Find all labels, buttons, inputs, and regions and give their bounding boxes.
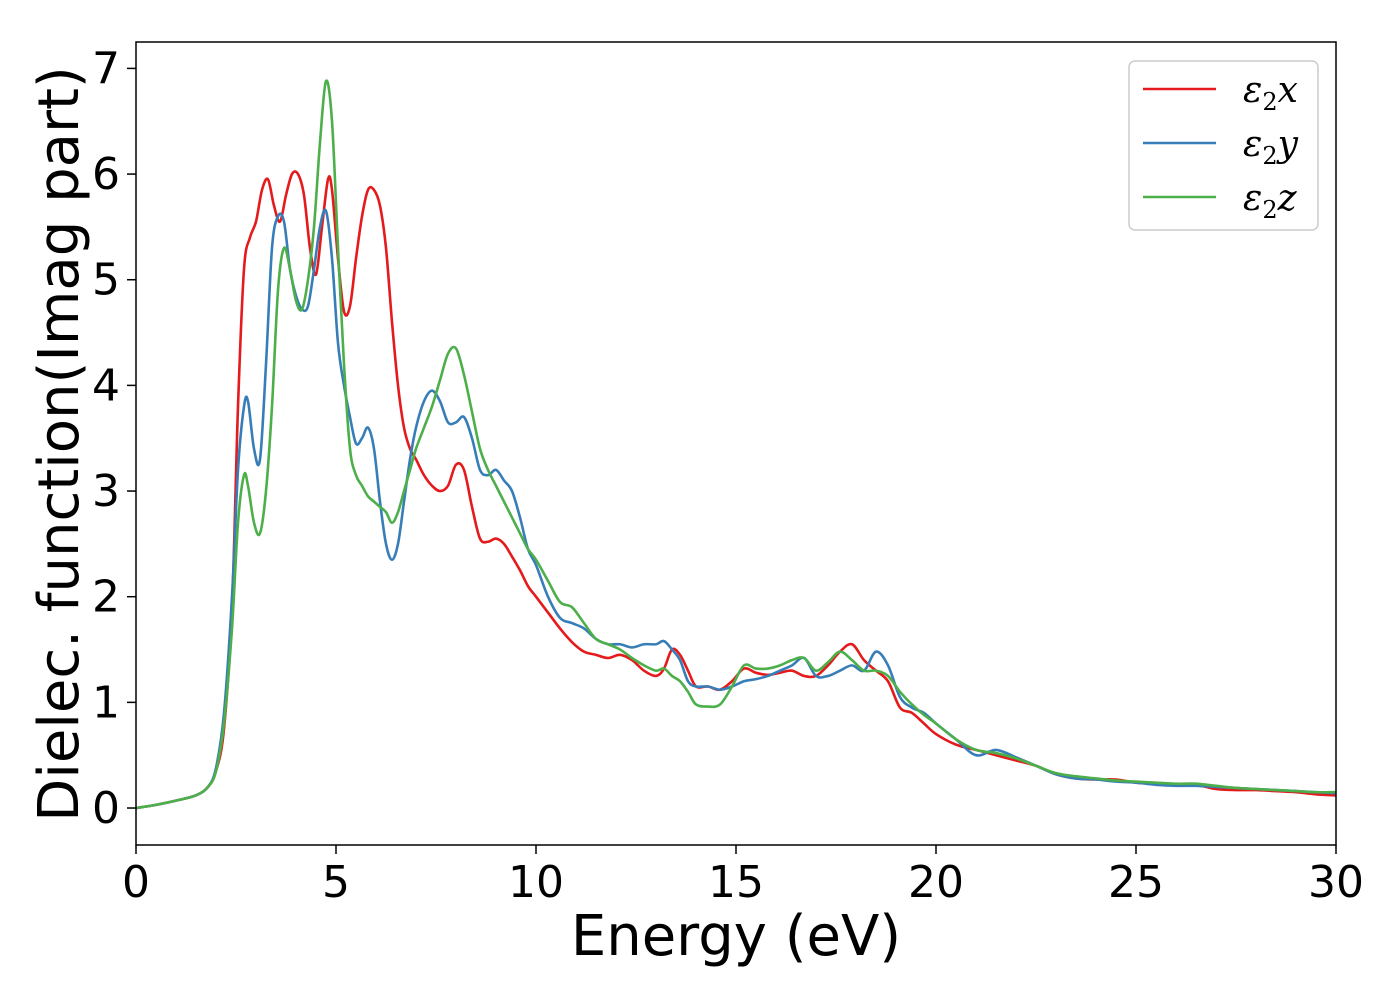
legend-label: ε2y	[1243, 124, 1299, 170]
x-tick-label: 10	[508, 857, 564, 908]
x-tick-label: 25	[1108, 857, 1164, 908]
y-tick-label: 5	[92, 255, 120, 306]
x-tick-label: 20	[908, 857, 964, 908]
legend-label: ε2x	[1243, 70, 1298, 116]
legend: ε2x ε2y ε2z	[1128, 60, 1319, 231]
x-tick-label: 0	[122, 857, 150, 908]
series-line-eps2z	[136, 79, 1336, 810]
y-axis-label: Dielec. function(Imag part)	[27, 66, 92, 822]
x-tick-label: 15	[708, 857, 764, 908]
y-tick-label: 3	[92, 466, 120, 517]
y-tick-label: 4	[92, 360, 120, 411]
series-line-eps2y	[136, 208, 1336, 810]
plot-frame	[135, 41, 1337, 846]
y-tick-label: 1	[92, 677, 120, 728]
ticks-layer: 0 5 10 15 20 25 30 0 1 2 3 4 5 6 7	[92, 43, 1364, 908]
x-axis-label: Energy (eV)	[571, 904, 901, 969]
y-tick-label: 0	[92, 783, 120, 834]
y-tick-label: 2	[92, 572, 120, 623]
x-tick-label: 5	[322, 857, 350, 908]
series-line-eps2x	[136, 170, 1336, 810]
series-layer	[136, 79, 1336, 810]
legend-label: ε2z	[1243, 178, 1298, 224]
legend-box	[1128, 60, 1319, 231]
y-tick-label: 6	[92, 149, 120, 200]
x-tick-label: 30	[1308, 857, 1364, 908]
legend-entries: ε2x ε2y ε2z	[1143, 70, 1299, 224]
y-tick-label: 7	[92, 43, 120, 94]
